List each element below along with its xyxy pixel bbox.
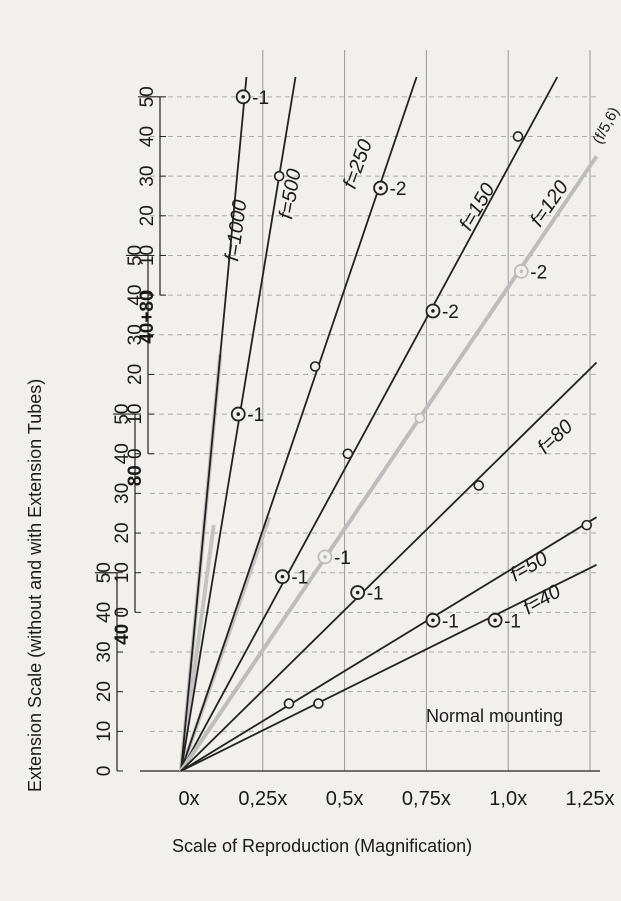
y-tick-label: 30 bbox=[112, 483, 133, 504]
y-tick-label: 0 bbox=[94, 766, 115, 777]
f50-label: f=50 bbox=[507, 548, 552, 587]
y-tick-label: 10 bbox=[137, 245, 158, 266]
ring-marker-center bbox=[236, 412, 241, 416]
y-tick-label: 50 bbox=[137, 86, 158, 107]
y-tick-label: 0 bbox=[137, 290, 158, 301]
y-scale-name: 40+80 bbox=[137, 290, 158, 343]
point-marker bbox=[342, 448, 354, 460]
point-marker bbox=[473, 480, 485, 491]
point-marker bbox=[313, 698, 324, 709]
marker-label: -1 bbox=[334, 548, 351, 569]
y-tick-label: 20 bbox=[94, 681, 115, 702]
y-tick-label: 20 bbox=[112, 522, 133, 543]
x-tick-label: 0,25x bbox=[238, 788, 287, 810]
marker-label: -2 bbox=[530, 262, 547, 283]
grey-branch-line bbox=[179, 524, 216, 772]
ring-marker-center bbox=[519, 269, 524, 274]
marker-label: -2 bbox=[442, 302, 459, 323]
y-tick-label: 40 bbox=[137, 126, 158, 147]
x-tick-label: 1,0x bbox=[489, 788, 527, 810]
y-scales: 0102030405001020304050400102030405080010… bbox=[94, 86, 166, 776]
series-line bbox=[179, 155, 599, 773]
y-tick-label: 40 bbox=[125, 285, 146, 306]
y-tick-label: 40 bbox=[112, 443, 133, 464]
marker-label: -1 bbox=[367, 584, 384, 605]
f120-aperture-label: (f/5,6) bbox=[590, 104, 621, 147]
point-marker bbox=[283, 698, 295, 709]
y-tick-label: 0 bbox=[125, 448, 146, 459]
x-tick-label: 1,25x bbox=[566, 788, 615, 810]
ring-marker-center bbox=[323, 555, 327, 559]
x-axis-ticks: 0x 0,25x 0,5x 0,75x 1,0x 1,25x bbox=[178, 788, 614, 810]
ring-marker-center bbox=[378, 186, 383, 190]
normal-mounting-label: Normal mounting bbox=[426, 706, 563, 726]
series-line bbox=[180, 516, 598, 772]
x-tick-label: 0,75x bbox=[402, 788, 451, 810]
marker-label: -1 bbox=[442, 611, 459, 632]
ring-marker-center bbox=[241, 95, 245, 99]
series-line bbox=[180, 361, 598, 772]
point-marker bbox=[309, 361, 321, 372]
x-tick-label: 0,5x bbox=[326, 788, 364, 810]
y-tick-label: 30 bbox=[125, 324, 146, 345]
y-tick-label: 20 bbox=[125, 364, 146, 385]
marker-label: -1 bbox=[252, 88, 269, 109]
marker-label: -1 bbox=[291, 568, 308, 589]
y-axis-title: Extension Scale (without and with Extens… bbox=[25, 379, 45, 792]
y-tick-label: 50 bbox=[112, 404, 133, 425]
y-tick-label: 50 bbox=[125, 245, 146, 266]
ring-marker-center bbox=[493, 618, 497, 623]
y-scale-name: 80 bbox=[125, 465, 146, 486]
ring-marker-center bbox=[355, 590, 360, 595]
series-line bbox=[180, 76, 559, 772]
f1000-label: f=1000 bbox=[221, 199, 251, 263]
y-tick-label: 10 bbox=[94, 721, 115, 742]
series-line bbox=[180, 563, 597, 772]
marker-label: -1 bbox=[504, 611, 521, 632]
marker-layer: -1 -1 -1 -2 -1 -2 -1 -2 -1 -1 bbox=[230, 88, 593, 709]
y-tick-label: 10 bbox=[112, 562, 133, 583]
point-marker bbox=[581, 519, 593, 531]
x-tick-label: 0x bbox=[178, 788, 199, 810]
series-line bbox=[180, 76, 248, 772]
point-marker bbox=[512, 131, 524, 142]
point-marker bbox=[273, 170, 285, 182]
f80-label: f=80 bbox=[533, 416, 577, 459]
y-tick-label: 30 bbox=[137, 166, 158, 187]
series-line bbox=[180, 76, 297, 772]
y-tick-label: 20 bbox=[137, 205, 158, 226]
ring-marker-center bbox=[431, 309, 435, 313]
y-tick-label: 0 bbox=[112, 607, 133, 618]
series-layer bbox=[179, 76, 599, 773]
f150-label: f=150 bbox=[455, 180, 499, 235]
marker-label: -1 bbox=[247, 405, 264, 426]
marker-label: -2 bbox=[390, 179, 407, 200]
ring-marker-center bbox=[431, 618, 435, 623]
ring-marker-center bbox=[280, 574, 285, 579]
f40-label: f=40 bbox=[520, 581, 565, 620]
y-scale-name: 40 bbox=[112, 624, 133, 645]
y-tick-label: 40 bbox=[94, 602, 115, 623]
point-marker bbox=[414, 412, 426, 424]
x-axis-title: Scale of Reproduction (Magnification) bbox=[172, 836, 472, 856]
y-tick-label: 30 bbox=[94, 641, 115, 662]
y-tick-label: 50 bbox=[94, 562, 115, 583]
y-tick-label: 10 bbox=[125, 404, 146, 425]
